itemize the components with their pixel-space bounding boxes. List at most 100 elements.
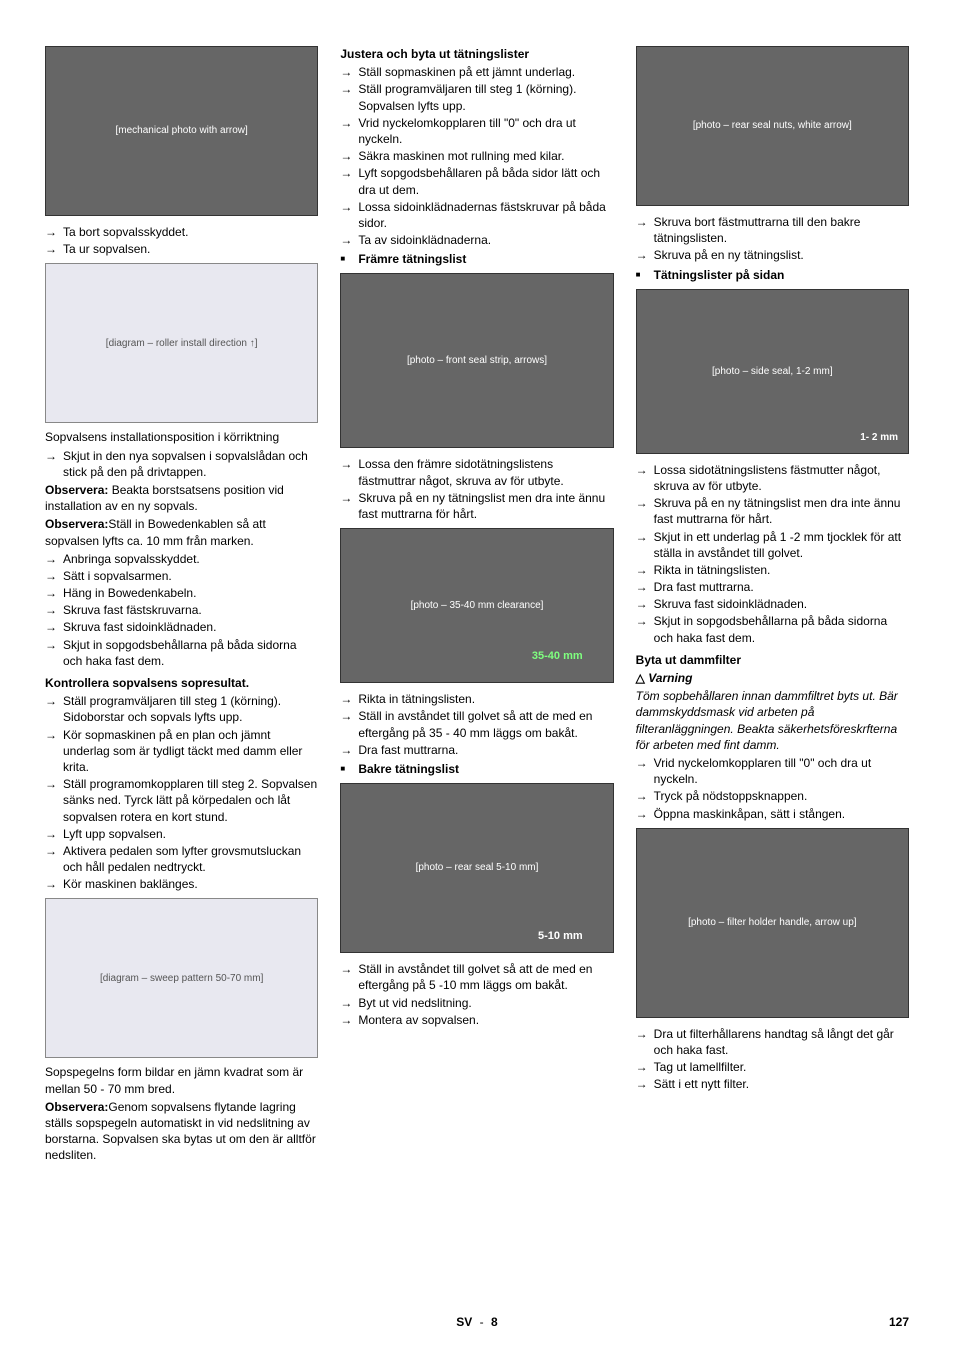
diagram-sweep-pattern: [diagram – sweep pattern 50-70 mm]: [45, 898, 318, 1058]
step-item: Dra ut filterhållarens handtag så långt …: [636, 1026, 909, 1058]
image-alt: [photo – 35-40 mm clearance]: [411, 599, 544, 613]
step-item: Skjut in sopgodsbehållarna på båda sidor…: [636, 613, 909, 645]
column-3: [photo – rear seal nuts, white arrow] Sk…: [636, 40, 909, 1166]
step-item: Montera av sopvalsen.: [340, 1012, 613, 1028]
step-item: Ta bort sopvalsskyddet.: [45, 224, 318, 240]
image-alt: [mechanical photo with arrow]: [116, 124, 248, 138]
step-item: Sätt i ett nytt filter.: [636, 1076, 909, 1092]
step-item: Anbringa sopvalsskyddet.: [45, 551, 318, 567]
step-item: Ställ in avståndet till golvet så att de…: [340, 961, 613, 993]
note-label: Observera:: [45, 1100, 108, 1114]
step-item: Skjut in den nya sopvalsen i sopvalslåda…: [45, 448, 318, 480]
measurement-label: 35-40 mm: [532, 649, 583, 664]
step-list: Vrid nyckelomkopplaren till "0" och dra …: [636, 755, 909, 822]
step-list: Ställ sopmaskinen på ett jämnt underlag.…: [340, 64, 613, 248]
measurement-label: 5-10 mm: [538, 929, 583, 944]
step-item: Ta av sidoinklädnaderna.: [340, 232, 613, 248]
note-label: Observera:: [45, 483, 108, 497]
step-item: Dra fast muttrarna.: [636, 579, 909, 595]
step-item: Lossa sidotätningslistens fästmutter någ…: [636, 462, 909, 494]
step-item: Ställ programväljaren till steg 1 (körni…: [45, 693, 318, 725]
warning-text: Töm sopbehållaren innan dammfiltret byts…: [636, 688, 909, 753]
measurement-label: 1- 2 mm: [860, 431, 898, 445]
image-alt: [photo – front seal strip, arrows]: [407, 354, 547, 368]
step-item: Rikta in tätningslisten.: [340, 691, 613, 707]
step-item: Vrid nyckelomkopplaren till "0" och dra …: [340, 115, 613, 147]
step-item: Skruva bort fästmuttrarna till den bakre…: [636, 214, 909, 246]
step-item: Säkra maskinen mot rullning med kilar.: [340, 148, 613, 164]
step-list: Ställ in avståndet till golvet så att de…: [340, 961, 613, 1028]
footer-page-local: 8: [491, 1315, 498, 1329]
image-alt: [photo – rear seal nuts, white arrow]: [693, 119, 852, 133]
image-alt: [diagram – roller install direction ↑]: [106, 337, 258, 351]
image-filter-holder: [photo – filter holder handle, arrow up]: [636, 828, 909, 1018]
warning-label: Varning: [636, 670, 909, 686]
step-item: Kör maskinen baklänges.: [45, 876, 318, 892]
diagram-roller-direction: [diagram – roller install direction ↑]: [45, 263, 318, 423]
step-item: Tryck på nödstoppsknappen.: [636, 788, 909, 804]
step-item: Ställ sopmaskinen på ett jämnt underlag.: [340, 64, 613, 80]
step-item: Ta ur sopvalsen.: [45, 241, 318, 257]
heading-replace-filter: Byta ut dammfilter: [636, 652, 909, 668]
step-item: Byt ut vid nedslitning.: [340, 995, 613, 1011]
note-label: Observera:: [45, 517, 108, 531]
note-text: Observera:Ställ in Bowedenkablen så att …: [45, 516, 318, 548]
image-rear-seal-nuts: [photo – rear seal nuts, white arrow]: [636, 46, 909, 206]
footer-page-global: 127: [889, 1314, 909, 1330]
step-list: Lossa sidotätningslistens fästmutter någ…: [636, 462, 909, 646]
step-item: Tag ut lamellfilter.: [636, 1059, 909, 1075]
subheading-list: Tätningslister på sidan: [636, 267, 909, 283]
image-clearance-5-10: [photo – rear seal 5-10 mm] 5-10 mm: [340, 783, 613, 953]
heading-check-result: Kontrollera sopvalsens sopresultat.: [45, 675, 318, 691]
note-text: Observera: Beakta borstsatsens position …: [45, 482, 318, 514]
step-item: Dra fast muttrarna.: [340, 742, 613, 758]
step-item: Vrid nyckelomkopplaren till "0" och dra …: [636, 755, 909, 787]
image-front-seal: [photo – front seal strip, arrows]: [340, 273, 613, 448]
image-alt: [photo – side seal, 1-2 mm]: [712, 365, 833, 379]
subheading-front-seal: Främre tätningslist: [340, 251, 613, 267]
body-text: Sopspegelns form bildar en jämn kvadrat …: [45, 1064, 318, 1096]
step-item: Skruva på en ny tätningslist.: [636, 247, 909, 263]
step-item: Skjut in sopgodsbehållarna på båda sidor…: [45, 637, 318, 669]
page-columns: [mechanical photo with arrow] Ta bort so…: [45, 40, 909, 1166]
step-list: Ställ programväljaren till steg 1 (körni…: [45, 693, 318, 892]
step-list: Ta bort sopvalsskyddet. Ta ur sopvalsen.: [45, 224, 318, 257]
image-alt: [diagram – sweep pattern 50-70 mm]: [100, 972, 263, 986]
subheading-rear-seal: Bakre tätningslist: [340, 761, 613, 777]
footer-lang: SV: [456, 1315, 472, 1329]
footer-sep: -: [480, 1315, 484, 1329]
step-item: Öppna maskinkåpan, sätt i stången.: [636, 806, 909, 822]
step-list: Skjut in den nya sopvalsen i sopvalslåda…: [45, 448, 318, 480]
step-item: Lyft sopgodsbehållaren på båda sidor lät…: [340, 165, 613, 197]
caption-text: Sopvalsens installationsposition i körri…: [45, 429, 318, 445]
step-list: Rikta in tätningslisten. Ställ in avstån…: [340, 691, 613, 758]
step-item: Lossa sidoinklädnadernas fästskruvar på …: [340, 199, 613, 231]
step-item: Lyft upp sopvalsen.: [45, 826, 318, 842]
subheading-side-seal: Tätningslister på sidan: [636, 267, 909, 283]
step-list: Anbringa sopvalsskyddet. Sätt i sopvalsa…: [45, 551, 318, 669]
step-item: Ställ programomkopplaren till steg 2. So…: [45, 776, 318, 825]
step-item: Skruva på en ny tätningslist men dra int…: [636, 495, 909, 527]
step-item: Ställ in avståndet till golvet så att de…: [340, 708, 613, 740]
step-list: Dra ut filterhållarens handtag så långt …: [636, 1026, 909, 1093]
note-text: Observera:Genom sopvalsens flytande lagr…: [45, 1099, 318, 1164]
step-item: Skruva fast sidoinklädnaden.: [636, 596, 909, 612]
column-2: Justera och byta ut tätningslister Ställ…: [340, 40, 613, 1166]
step-item: Skjut in ett underlag på 1 -2 mm tjockle…: [636, 529, 909, 561]
heading-adjust-seals: Justera och byta ut tätningslister: [340, 46, 613, 62]
step-item: Kör sopmaskinen på en plan och jämnt und…: [45, 727, 318, 776]
step-list: Lossa den främre sidotätningslistens fäs…: [340, 456, 613, 522]
step-item: Ställ programväljaren till steg 1 (körni…: [340, 81, 613, 113]
step-item: Rikta in tätningslisten.: [636, 562, 909, 578]
step-item: Skruva på en ny tätningslist men dra int…: [340, 490, 613, 522]
image-roller-cover: [mechanical photo with arrow]: [45, 46, 318, 216]
image-clearance-35-40: [photo – 35-40 mm clearance] 35-40 mm: [340, 528, 613, 683]
step-item: Sätt i sopvalsarmen.: [45, 568, 318, 584]
step-list: Skruva bort fästmuttrarna till den bakre…: [636, 214, 909, 264]
step-item: Aktivera pedalen som lyfter grovsmutsluc…: [45, 843, 318, 875]
image-side-seal: [photo – side seal, 1-2 mm] 1- 2 mm: [636, 289, 909, 454]
footer-center: SV - 8: [456, 1314, 497, 1330]
step-item: Skruva fast fästskruvarna.: [45, 602, 318, 618]
page-footer: SV - 8 127: [45, 1314, 909, 1330]
subheading-list: Bakre tätningslist: [340, 761, 613, 777]
